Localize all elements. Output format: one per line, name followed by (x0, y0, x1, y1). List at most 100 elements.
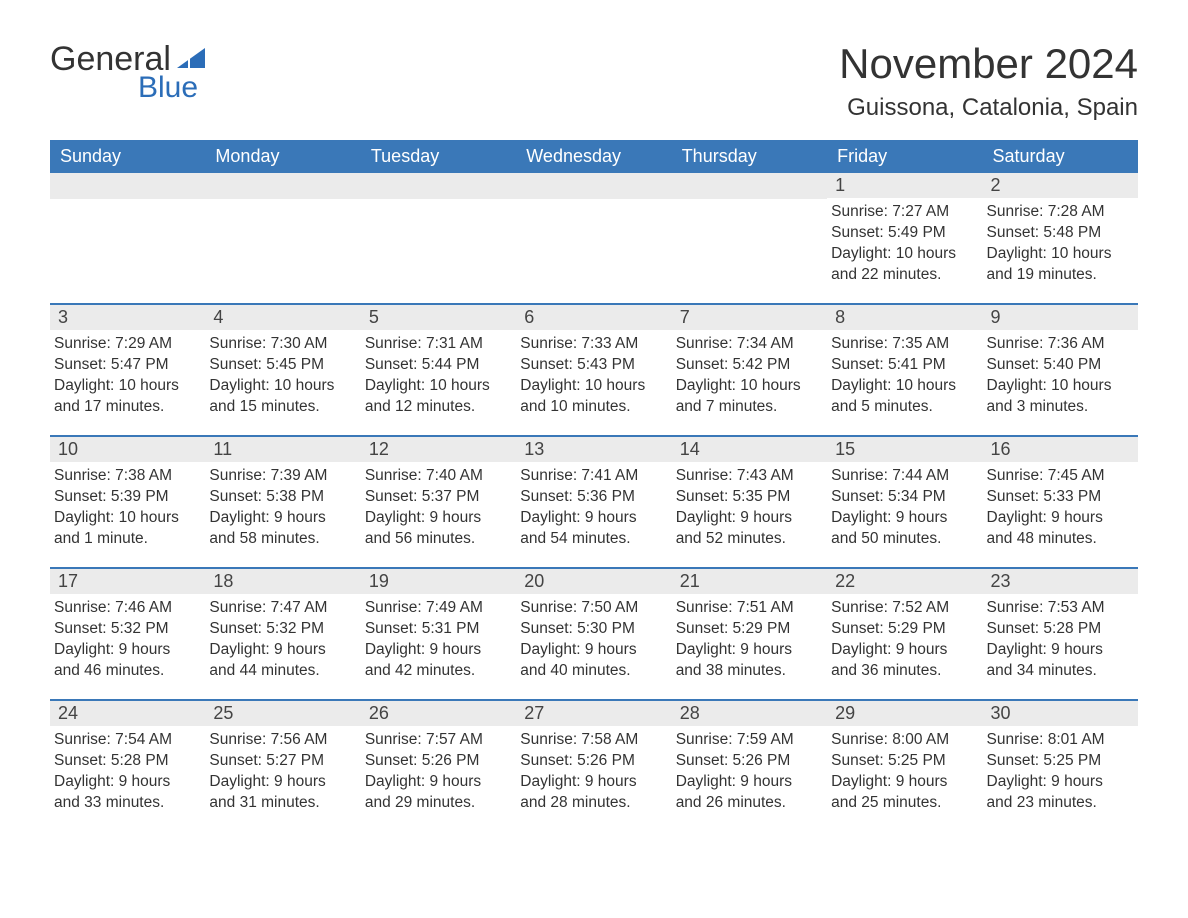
sunrise-text: Sunrise: 7:59 AM (676, 730, 821, 751)
day-body: Sunrise: 7:39 AMSunset: 5:38 PMDaylight:… (205, 462, 360, 554)
week-row: 10Sunrise: 7:38 AMSunset: 5:39 PMDayligh… (50, 435, 1138, 555)
day-body: Sunrise: 7:28 AMSunset: 5:48 PMDaylight:… (983, 198, 1138, 290)
sunset-text: Sunset: 5:28 PM (987, 619, 1132, 640)
sunset-text: Sunset: 5:38 PM (209, 487, 354, 508)
day-body: Sunrise: 7:51 AMSunset: 5:29 PMDaylight:… (672, 594, 827, 686)
day-number: 5 (361, 305, 516, 330)
day-number: 24 (50, 701, 205, 726)
sunset-text: Sunset: 5:30 PM (520, 619, 665, 640)
day-number: 30 (983, 701, 1138, 726)
daylight-text: Daylight: 9 hours and 46 minutes. (54, 640, 199, 682)
day-body: Sunrise: 7:46 AMSunset: 5:32 PMDaylight:… (50, 594, 205, 686)
daylight-text: Daylight: 9 hours and 29 minutes. (365, 772, 510, 814)
daylight-text: Daylight: 9 hours and 56 minutes. (365, 508, 510, 550)
day-cell: 13Sunrise: 7:41 AMSunset: 5:36 PMDayligh… (516, 437, 671, 555)
sunrise-text: Sunrise: 7:28 AM (987, 202, 1132, 223)
day-number: 4 (205, 305, 360, 330)
sunrise-text: Sunrise: 7:43 AM (676, 466, 821, 487)
day-body: Sunrise: 7:40 AMSunset: 5:37 PMDaylight:… (361, 462, 516, 554)
day-cell: 28Sunrise: 7:59 AMSunset: 5:26 PMDayligh… (672, 701, 827, 819)
day-body: Sunrise: 7:59 AMSunset: 5:26 PMDaylight:… (672, 726, 827, 818)
dow-thursday: Thursday (672, 140, 827, 173)
day-number: 28 (672, 701, 827, 726)
day-number: 16 (983, 437, 1138, 462)
daylight-text: Daylight: 10 hours and 22 minutes. (831, 244, 976, 286)
day-cell: 8Sunrise: 7:35 AMSunset: 5:41 PMDaylight… (827, 305, 982, 423)
sunset-text: Sunset: 5:26 PM (520, 751, 665, 772)
week-row: 17Sunrise: 7:46 AMSunset: 5:32 PMDayligh… (50, 567, 1138, 687)
daylight-text: Daylight: 9 hours and 31 minutes. (209, 772, 354, 814)
sunset-text: Sunset: 5:40 PM (987, 355, 1132, 376)
month-title: November 2024 (839, 40, 1138, 88)
day-cell: 9Sunrise: 7:36 AMSunset: 5:40 PMDaylight… (983, 305, 1138, 423)
day-body: Sunrise: 7:43 AMSunset: 5:35 PMDaylight:… (672, 462, 827, 554)
day-cell: 30 Sunrise: 8:01 AMSunset: 5:25 PMDayligh… (983, 701, 1138, 819)
day-cell: 17Sunrise: 7:46 AMSunset: 5:32 PMDayligh… (50, 569, 205, 687)
day-number: 22 (827, 569, 982, 594)
sunrise-text: Sunrise: 7:30 AM (209, 334, 354, 355)
sunrise-text: Sunrise: 7:34 AM (676, 334, 821, 355)
day-cell: 15Sunrise: 7:44 AMSunset: 5:34 PMDayligh… (827, 437, 982, 555)
day-number: 11 (205, 437, 360, 462)
empty-day-header (205, 173, 360, 199)
sunset-text: Sunset: 5:25 PM (987, 751, 1132, 772)
day-cell: 11Sunrise: 7:39 AMSunset: 5:38 PMDayligh… (205, 437, 360, 555)
daylight-text: Daylight: 9 hours and 38 minutes. (676, 640, 821, 682)
sunrise-text: Sunrise: 7:33 AM (520, 334, 665, 355)
sunset-text: Sunset: 5:39 PM (54, 487, 199, 508)
day-number: 10 (50, 437, 205, 462)
location: Guissona, Catalonia, Spain (839, 94, 1138, 122)
days-of-week-header: Sunday Monday Tuesday Wednesday Thursday… (50, 140, 1138, 173)
daylight-text: Daylight: 9 hours and 52 minutes. (676, 508, 821, 550)
day-number: 18 (205, 569, 360, 594)
dow-tuesday: Tuesday (361, 140, 516, 173)
daylight-text: Daylight: 10 hours and 1 minute. (54, 508, 199, 550)
daylight-text: Daylight: 9 hours and 58 minutes. (209, 508, 354, 550)
weeks-container: 1Sunrise: 7:27 AMSunset: 5:49 PMDaylight… (50, 173, 1138, 819)
day-cell: 2Sunrise: 7:28 AMSunset: 5:48 PMDaylight… (983, 173, 1138, 291)
day-number: 15 (827, 437, 982, 462)
day-body: Sunrise: 7:29 AMSunset: 5:47 PMDaylight:… (50, 330, 205, 422)
empty-day-header (50, 173, 205, 199)
sunrise-text: Sunrise: 7:40 AM (365, 466, 510, 487)
daylight-text: Daylight: 10 hours and 3 minutes. (987, 376, 1132, 418)
sunset-text: Sunset: 5:28 PM (54, 751, 199, 772)
day-cell: 26Sunrise: 7:57 AMSunset: 5:26 PMDayligh… (361, 701, 516, 819)
day-number: 23 (983, 569, 1138, 594)
sunset-text: Sunset: 5:48 PM (987, 223, 1132, 244)
day-body: Sunrise: 7:45 AMSunset: 5:33 PMDaylight:… (983, 462, 1138, 554)
daylight-text: Daylight: 9 hours and 50 minutes. (831, 508, 976, 550)
day-cell (50, 173, 205, 291)
day-body: Sunrise: 7:38 AMSunset: 5:39 PMDaylight:… (50, 462, 205, 554)
daylight-text: Daylight: 9 hours and 23 minutes. (987, 772, 1132, 814)
sunrise-text: Sunrise: 7:57 AM (365, 730, 510, 751)
daylight-text: Daylight: 9 hours and 25 minutes. (831, 772, 976, 814)
daylight-text: Daylight: 9 hours and 42 minutes. (365, 640, 510, 682)
sunrise-text: Sunrise: 8:01 AM (987, 730, 1132, 751)
sunrise-text: Sunrise: 7:51 AM (676, 598, 821, 619)
sunrise-text: Sunrise: 7:56 AM (209, 730, 354, 751)
day-cell: 7Sunrise: 7:34 AMSunset: 5:42 PMDaylight… (672, 305, 827, 423)
day-body: Sunrise: 7:41 AMSunset: 5:36 PMDaylight:… (516, 462, 671, 554)
sunrise-text: Sunrise: 7:47 AM (209, 598, 354, 619)
sunset-text: Sunset: 5:34 PM (831, 487, 976, 508)
day-body: Sunrise: 7:27 AMSunset: 5:49 PMDaylight:… (827, 198, 982, 290)
sunset-text: Sunset: 5:26 PM (365, 751, 510, 772)
day-number: 13 (516, 437, 671, 462)
sunset-text: Sunset: 5:31 PM (365, 619, 510, 640)
daylight-text: Daylight: 10 hours and 19 minutes. (987, 244, 1132, 286)
day-body: Sunrise: 7:56 AMSunset: 5:27 PMDaylight:… (205, 726, 360, 818)
sunset-text: Sunset: 5:47 PM (54, 355, 199, 376)
empty-day-header (516, 173, 671, 199)
day-cell: 10Sunrise: 7:38 AMSunset: 5:39 PMDayligh… (50, 437, 205, 555)
day-number: 12 (361, 437, 516, 462)
sunrise-text: Sunrise: 7:41 AM (520, 466, 665, 487)
day-cell: 1Sunrise: 7:27 AMSunset: 5:49 PMDaylight… (827, 173, 982, 291)
sunset-text: Sunset: 5:29 PM (676, 619, 821, 640)
day-number: 29 (827, 701, 982, 726)
sunrise-text: Sunrise: 7:35 AM (831, 334, 976, 355)
sunset-text: Sunset: 5:37 PM (365, 487, 510, 508)
logo: General Blue (50, 40, 209, 105)
dow-friday: Friday (827, 140, 982, 173)
day-cell (672, 173, 827, 291)
